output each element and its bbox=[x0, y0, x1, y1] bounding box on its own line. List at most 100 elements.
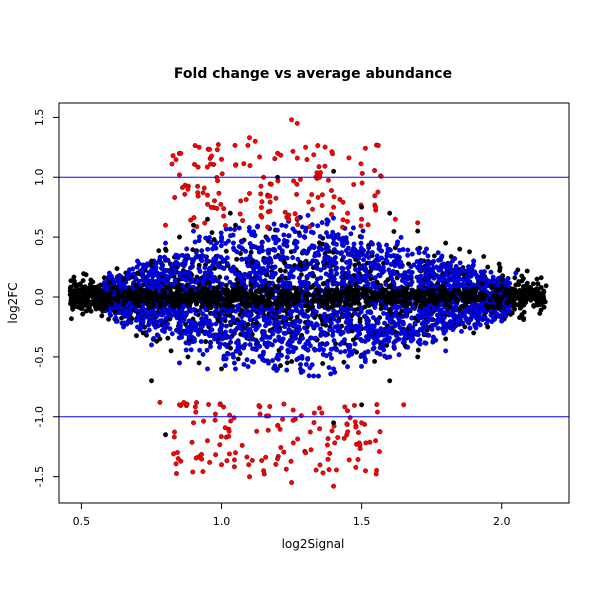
data-point bbox=[198, 339, 204, 344]
data-point bbox=[145, 261, 150, 267]
data-point bbox=[307, 429, 313, 435]
data-point bbox=[398, 234, 404, 240]
data-point bbox=[247, 342, 253, 348]
data-point bbox=[225, 351, 231, 357]
data-point bbox=[109, 301, 115, 307]
data-point bbox=[187, 288, 193, 294]
data-point bbox=[194, 400, 199, 406]
data-point bbox=[313, 335, 319, 341]
data-point bbox=[398, 259, 404, 265]
data-point bbox=[467, 249, 472, 255]
data-point bbox=[352, 262, 358, 268]
data-point bbox=[138, 324, 144, 330]
data-point bbox=[489, 283, 494, 289]
data-point bbox=[215, 298, 221, 304]
data-point bbox=[279, 222, 285, 228]
data-point bbox=[313, 467, 319, 473]
data-point bbox=[122, 284, 128, 290]
data-point bbox=[261, 269, 267, 275]
data-point bbox=[216, 190, 222, 196]
data-point bbox=[230, 240, 236, 246]
data-point bbox=[441, 320, 447, 326]
data-point bbox=[397, 298, 403, 304]
data-point bbox=[457, 306, 463, 312]
data-point bbox=[133, 275, 139, 281]
data-point bbox=[168, 308, 174, 314]
data-point bbox=[309, 362, 315, 368]
data-point bbox=[507, 280, 513, 286]
data-point bbox=[228, 328, 234, 334]
data-point bbox=[372, 275, 378, 280]
data-point bbox=[300, 224, 305, 230]
data-point bbox=[327, 450, 333, 456]
data-point bbox=[317, 462, 323, 468]
data-point bbox=[339, 270, 345, 276]
data-point bbox=[501, 310, 507, 315]
data-point bbox=[479, 286, 485, 291]
data-point bbox=[207, 235, 212, 241]
data-point bbox=[165, 335, 171, 341]
data-point bbox=[158, 293, 164, 299]
data-point bbox=[384, 242, 390, 248]
data-point bbox=[277, 337, 282, 343]
data-point bbox=[283, 315, 289, 321]
data-point bbox=[234, 256, 240, 262]
data-point bbox=[361, 267, 367, 273]
data-point bbox=[396, 336, 402, 342]
data-point bbox=[83, 272, 89, 278]
data-point bbox=[286, 275, 292, 281]
data-point bbox=[191, 307, 197, 312]
data-point bbox=[267, 319, 273, 325]
data-point bbox=[351, 241, 357, 247]
data-point bbox=[409, 279, 415, 285]
data-point bbox=[331, 338, 337, 343]
data-point bbox=[365, 297, 371, 303]
data-point bbox=[258, 310, 264, 316]
data-point bbox=[344, 240, 350, 246]
data-point bbox=[306, 199, 312, 205]
data-point bbox=[93, 306, 99, 312]
data-point bbox=[328, 271, 334, 277]
data-point bbox=[146, 322, 151, 328]
data-point bbox=[219, 171, 225, 177]
data-point bbox=[218, 230, 224, 236]
data-point bbox=[223, 248, 229, 254]
data-point bbox=[324, 301, 330, 307]
data-point bbox=[180, 276, 186, 282]
data-point bbox=[362, 350, 368, 356]
data-point bbox=[157, 254, 163, 260]
data-point bbox=[326, 467, 332, 473]
data-point bbox=[351, 402, 357, 408]
data-point bbox=[203, 339, 209, 345]
data-point bbox=[481, 254, 487, 259]
data-point bbox=[281, 238, 287, 243]
data-point bbox=[226, 297, 232, 303]
data-point bbox=[250, 346, 256, 352]
data-point bbox=[328, 371, 334, 377]
data-point bbox=[261, 349, 266, 355]
data-point bbox=[290, 332, 296, 338]
data-point bbox=[514, 295, 520, 301]
data-point bbox=[416, 308, 422, 314]
data-point bbox=[425, 264, 431, 270]
data-point bbox=[273, 195, 279, 201]
data-point bbox=[471, 313, 477, 319]
data-point bbox=[380, 265, 386, 271]
data-point bbox=[512, 287, 518, 293]
data-point bbox=[512, 275, 518, 281]
data-point bbox=[319, 192, 325, 198]
data-point bbox=[429, 261, 435, 267]
data-point bbox=[331, 308, 337, 314]
data-point bbox=[400, 290, 406, 296]
data-point bbox=[219, 311, 225, 317]
data-point bbox=[68, 301, 73, 307]
data-point bbox=[188, 279, 194, 285]
data-point bbox=[524, 268, 530, 274]
data-point bbox=[246, 462, 252, 468]
data-point bbox=[169, 331, 175, 337]
data-point bbox=[310, 304, 316, 310]
data-point bbox=[177, 322, 183, 328]
data-point bbox=[385, 315, 391, 321]
data-point bbox=[125, 293, 131, 299]
data-point bbox=[304, 321, 310, 326]
